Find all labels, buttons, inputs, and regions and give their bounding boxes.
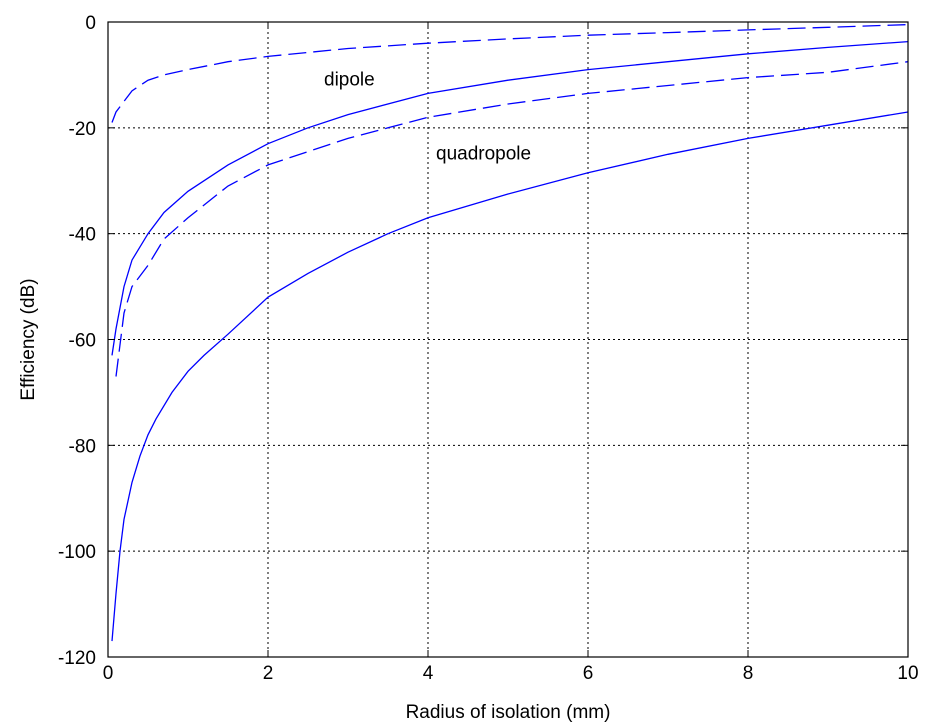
annotation-quadropole: quadropole bbox=[436, 144, 531, 165]
y-tick-label: -120 bbox=[58, 648, 96, 669]
annotation-dipole: dipole bbox=[324, 70, 375, 91]
y-tick-label: -20 bbox=[69, 119, 96, 140]
y-tick-label: -60 bbox=[69, 331, 96, 352]
x-axis-label: Radius of isolation (mm) bbox=[406, 702, 611, 723]
x-tick-label: 2 bbox=[263, 663, 274, 684]
x-tick-label: 4 bbox=[423, 663, 434, 684]
x-tick-label: 10 bbox=[897, 663, 918, 684]
x-tick-label: 0 bbox=[103, 663, 114, 684]
y-axis-label: Efficiency (dB) bbox=[18, 278, 39, 400]
y-tick-label: -40 bbox=[69, 225, 96, 246]
y-tick-label: -80 bbox=[69, 436, 96, 457]
y-tick-label: -100 bbox=[58, 542, 96, 563]
x-tick-label: 8 bbox=[743, 663, 754, 684]
x-tick-label: 6 bbox=[583, 663, 594, 684]
y-tick-label: 0 bbox=[85, 13, 96, 34]
